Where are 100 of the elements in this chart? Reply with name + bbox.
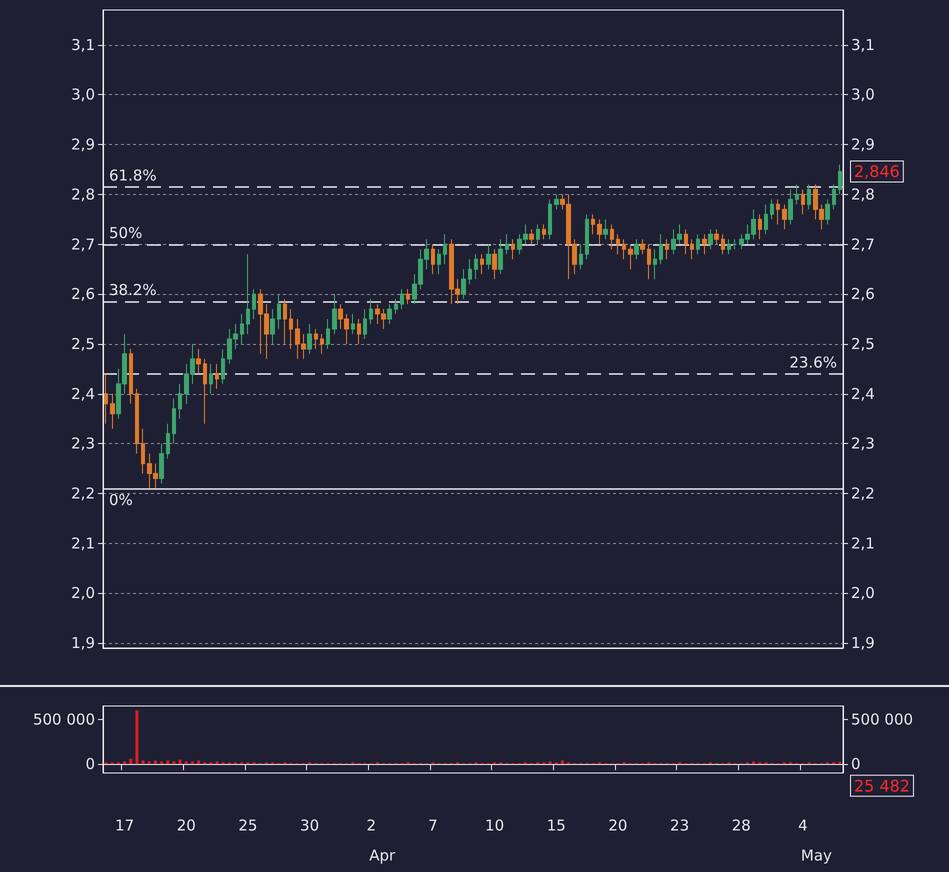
candlestick <box>135 388 139 454</box>
candlestick <box>203 358 207 424</box>
x-tick-label: 20 <box>176 816 196 834</box>
y2-tick-label: 500 000 <box>851 710 914 728</box>
candlestick <box>320 333 324 354</box>
y-tick-label: 3,0 <box>71 86 95 104</box>
candlestick <box>431 244 435 275</box>
candlestick <box>159 443 164 484</box>
y-tick-label: 2,7 <box>71 235 95 254</box>
candlestick <box>215 363 219 390</box>
candlestick <box>727 238 731 255</box>
bar <box>216 761 219 764</box>
candlestick <box>702 234 707 255</box>
candlestick <box>400 288 404 310</box>
candlestick <box>486 244 491 270</box>
candlestick <box>634 238 639 260</box>
bar <box>142 760 145 764</box>
bar <box>184 761 188 764</box>
candlestick <box>129 348 133 404</box>
y2-tick-label: 3,1 <box>851 36 875 54</box>
x-tick-label: 7 <box>428 816 438 834</box>
candlestick <box>640 238 645 255</box>
candlestick <box>776 198 780 225</box>
candlestick <box>498 238 503 275</box>
candlestick <box>252 288 256 320</box>
y-tick-label: 500 000 <box>32 710 95 728</box>
candlestick <box>548 198 552 240</box>
candlestick <box>505 234 509 255</box>
candlestick <box>795 184 799 205</box>
y-tick-label: 2,3 <box>71 434 95 453</box>
y-tick-label: 2,4 <box>71 384 95 403</box>
bar <box>166 760 170 764</box>
candlestick <box>387 304 392 325</box>
candlestick <box>721 234 725 255</box>
x-tick-label: 28 <box>732 816 751 834</box>
candlestick <box>542 224 546 240</box>
candlestick <box>684 228 688 255</box>
candlestick <box>733 238 737 250</box>
y-tick-label: 2,5 <box>71 334 95 353</box>
x-tick-label: 10 <box>485 816 504 834</box>
bar <box>752 761 756 764</box>
candlestick <box>714 228 719 245</box>
candlestick <box>492 248 497 280</box>
bar <box>129 758 132 764</box>
candlestick <box>307 324 312 354</box>
candlestick <box>196 348 201 374</box>
candlestick <box>788 188 793 225</box>
x-tick-label: 2 <box>366 816 376 834</box>
candlestick <box>406 288 410 305</box>
y-tick-label: 2,1 <box>71 534 95 552</box>
candlestick <box>622 238 626 260</box>
candlestick <box>529 228 534 245</box>
y2-tick-label: 2,4 <box>851 384 875 403</box>
text: 25 482 <box>854 776 910 796</box>
bar <box>135 710 138 764</box>
candlestick <box>603 218 608 240</box>
candlestick <box>178 383 182 420</box>
x-tick-label: 23 <box>670 816 690 834</box>
candlestick <box>832 184 836 210</box>
y2-tick-label: 2,0 <box>851 584 875 602</box>
bar <box>548 761 552 764</box>
candlestick <box>647 244 651 280</box>
candlestick <box>764 204 768 235</box>
candlestick <box>289 308 293 350</box>
annotation: 38.2% <box>109 281 157 300</box>
candlestick <box>770 198 774 220</box>
candlestick <box>801 188 805 215</box>
bar <box>197 760 200 764</box>
annotation: 23.6% <box>789 353 837 372</box>
y-tick-label: 0 <box>85 755 95 774</box>
candlestick <box>665 238 669 260</box>
candlestick <box>610 224 614 250</box>
candlestick <box>653 248 657 280</box>
candlestick <box>363 308 367 340</box>
y-tick-label: 2,6 <box>71 285 95 304</box>
candlestick <box>461 268 466 300</box>
bar <box>560 760 564 764</box>
annotation: 0% <box>109 491 133 509</box>
y-tick-label: 1,9 <box>71 634 95 652</box>
candlestick <box>394 298 398 315</box>
x-tick-label: 20 <box>608 816 628 834</box>
candlestick <box>696 234 700 255</box>
y2-tick-label: 0 <box>851 755 861 774</box>
x-tick-label: 4 <box>798 816 808 834</box>
candlestick <box>628 244 633 270</box>
annotation: 61.8% <box>109 166 157 184</box>
candlestick <box>690 238 694 260</box>
y2-tick-label: 2,7 <box>851 235 875 254</box>
candlestick <box>825 198 830 225</box>
candlestick <box>104 373 108 424</box>
bar <box>160 761 164 764</box>
candlestick <box>283 298 287 344</box>
candlestick <box>597 218 602 245</box>
bar <box>172 761 176 764</box>
x-tick-label: 15 <box>546 816 566 834</box>
y2-tick-label: 2,3 <box>851 434 875 453</box>
y-tick-label: 2,2 <box>71 484 95 502</box>
x-tick-label: 25 <box>238 816 258 834</box>
text: May <box>800 846 832 864</box>
x-tick-label: 30 <box>300 816 320 834</box>
